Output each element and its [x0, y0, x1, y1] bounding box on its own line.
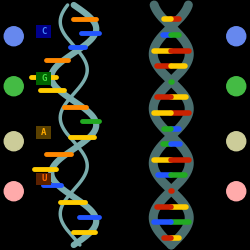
FancyBboxPatch shape: [36, 72, 51, 85]
Text: U: U: [41, 174, 46, 183]
Text: G: G: [41, 74, 46, 83]
FancyBboxPatch shape: [36, 172, 51, 185]
Circle shape: [227, 77, 246, 96]
Circle shape: [227, 132, 246, 151]
Circle shape: [4, 27, 23, 46]
Circle shape: [4, 132, 23, 151]
Circle shape: [4, 182, 23, 201]
Circle shape: [4, 77, 23, 96]
Text: C: C: [41, 27, 46, 36]
Text: A: A: [41, 128, 46, 137]
FancyBboxPatch shape: [36, 25, 51, 38]
Circle shape: [227, 182, 246, 201]
FancyBboxPatch shape: [36, 126, 51, 139]
Circle shape: [227, 27, 246, 46]
